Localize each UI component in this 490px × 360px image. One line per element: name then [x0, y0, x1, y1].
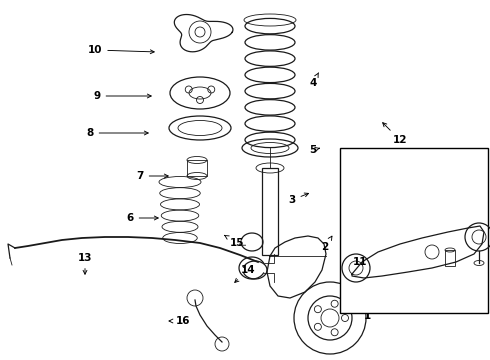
Text: 11: 11 — [353, 257, 368, 267]
Text: 2: 2 — [321, 236, 332, 252]
Text: 4: 4 — [309, 73, 318, 88]
Text: 10: 10 — [88, 45, 154, 55]
Text: 13: 13 — [78, 253, 92, 274]
Bar — [340, 148, 488, 313]
Text: 3: 3 — [289, 193, 309, 205]
Text: 15: 15 — [224, 235, 244, 248]
Text: 9: 9 — [94, 91, 151, 101]
Text: 12: 12 — [383, 123, 407, 145]
Text: 14: 14 — [235, 265, 255, 282]
Text: 5: 5 — [309, 145, 319, 155]
Bar — [262, 168, 278, 255]
Text: 8: 8 — [86, 128, 148, 138]
Bar — [445, 250, 455, 266]
Text: 6: 6 — [126, 213, 158, 223]
Text: 16: 16 — [169, 316, 190, 326]
Bar — [187, 160, 207, 176]
Text: 7: 7 — [136, 171, 168, 181]
Text: 1: 1 — [364, 309, 385, 321]
